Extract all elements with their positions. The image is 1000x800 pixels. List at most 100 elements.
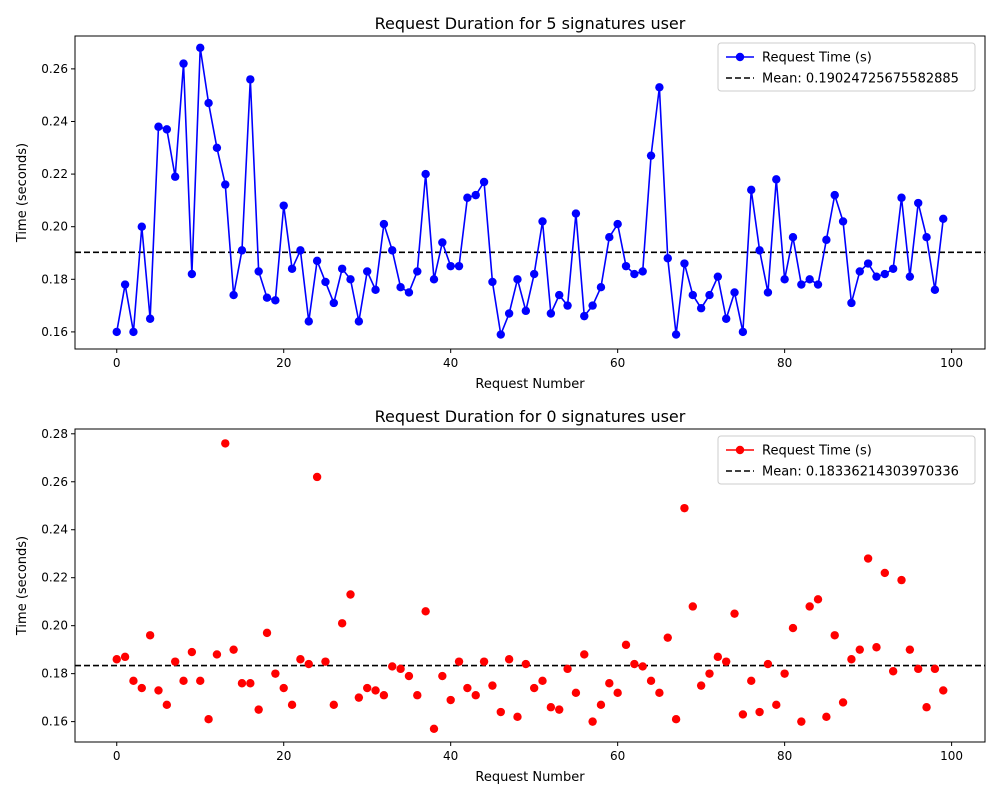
- legend: Request Time (s) Mean: 0.1902472567558288…: [717, 42, 976, 92]
- data-point: [797, 717, 806, 726]
- data-point: [830, 190, 839, 200]
- data-point: [438, 238, 447, 247]
- data-point: [446, 261, 455, 271]
- data-point: [363, 267, 372, 276]
- data-point: [221, 180, 230, 189]
- data-point: [246, 75, 255, 84]
- data-point: [488, 681, 497, 690]
- data-point: [187, 647, 197, 657]
- data-point: [763, 288, 773, 297]
- x-tick-label: 0: [113, 749, 121, 763]
- data-point: [287, 700, 297, 710]
- data-point: [521, 306, 531, 316]
- data-point: [179, 676, 188, 686]
- y-tick-label: 0.16: [41, 325, 68, 339]
- y-tick-label: 0.24: [41, 523, 68, 537]
- data-point: [797, 280, 806, 289]
- data-point: [914, 664, 923, 674]
- data-point: [621, 640, 631, 650]
- data-point: [939, 686, 948, 695]
- data-point: [822, 235, 831, 245]
- data-point: [388, 246, 397, 255]
- data-point: [154, 122, 163, 131]
- data-point: [822, 712, 831, 722]
- data-point: [671, 330, 681, 339]
- data-point: [145, 314, 155, 323]
- data-point: [888, 264, 898, 273]
- chart-panel-2: Request Duration for 0 signatures user 0 2…: [15, 407, 986, 785]
- series-line: [115, 47, 945, 338]
- data-point: [346, 590, 355, 599]
- data-point: [112, 655, 121, 664]
- data-point: [705, 290, 714, 300]
- plot-frame: [74, 35, 986, 350]
- data-point: [555, 290, 564, 300]
- data-point: [312, 472, 322, 482]
- data-point: [630, 659, 639, 669]
- y-tick-label: 0.20: [41, 220, 68, 234]
- y-tick-label: 0.26: [41, 62, 68, 76]
- legend-series-marker: [735, 445, 745, 455]
- data-point: [930, 285, 940, 295]
- data-point: [696, 681, 706, 690]
- data-point: [488, 277, 497, 287]
- x-tick-label: 20: [276, 749, 291, 763]
- data-point: [863, 259, 873, 268]
- data-point: [529, 683, 539, 693]
- data-point: [922, 703, 931, 712]
- legend-mean-label: Mean: 0.19024725675582885: [762, 72, 959, 87]
- data-point: [580, 650, 589, 659]
- x-tick-label: 40: [443, 356, 458, 370]
- data-point: [888, 667, 898, 676]
- plot-area: [75, 43, 985, 339]
- data-point: [312, 256, 322, 266]
- data-point: [663, 254, 672, 263]
- data-point: [379, 691, 389, 700]
- data-point: [388, 662, 397, 671]
- data-point: [321, 657, 330, 666]
- data-point: [204, 98, 213, 108]
- data-point: [454, 657, 464, 666]
- data-point: [755, 707, 764, 717]
- data-point: [262, 628, 272, 638]
- data-point: [805, 275, 814, 284]
- legend: Request Time (s) Mean: 0.1833621430397033…: [717, 435, 976, 485]
- x-tick-label: 40: [443, 749, 458, 763]
- data-point: [196, 43, 205, 53]
- data-point: [154, 686, 163, 695]
- chart-panel-1: Request Duration for 5 signatures user 0 2…: [15, 14, 986, 392]
- data-point: [538, 217, 547, 226]
- data-point: [371, 285, 380, 295]
- plot-frame: [74, 428, 986, 743]
- data-point: [237, 679, 247, 688]
- data-point: [813, 280, 823, 289]
- data-point: [279, 201, 288, 210]
- y-tick-label: 0.26: [41, 475, 68, 489]
- data-point: [479, 177, 489, 187]
- data-point: [713, 652, 723, 662]
- legend-series-marker: [735, 52, 745, 62]
- legend-mean-label: Mean: 0.18336214303970336: [762, 465, 959, 480]
- data-point: [721, 314, 731, 323]
- data-point: [580, 311, 589, 321]
- data-point: [571, 209, 581, 218]
- data-point: [939, 214, 948, 224]
- data-point: [504, 309, 514, 318]
- data-point: [204, 715, 213, 724]
- data-point: [529, 269, 539, 279]
- data-point: [237, 246, 247, 255]
- data-point: [780, 275, 789, 284]
- data-point: [838, 217, 848, 226]
- x-tick-label: 100: [940, 356, 963, 370]
- data-point: [880, 568, 890, 578]
- data-point: [855, 267, 864, 276]
- data-point: [513, 712, 522, 722]
- data-point: [254, 705, 263, 714]
- data-point: [354, 693, 364, 702]
- data-point: [413, 691, 422, 700]
- data-point: [571, 688, 581, 698]
- data-point: [471, 190, 480, 200]
- data-point: [788, 623, 798, 633]
- data-point: [897, 575, 906, 585]
- x-axis-label: Request Number: [475, 770, 585, 785]
